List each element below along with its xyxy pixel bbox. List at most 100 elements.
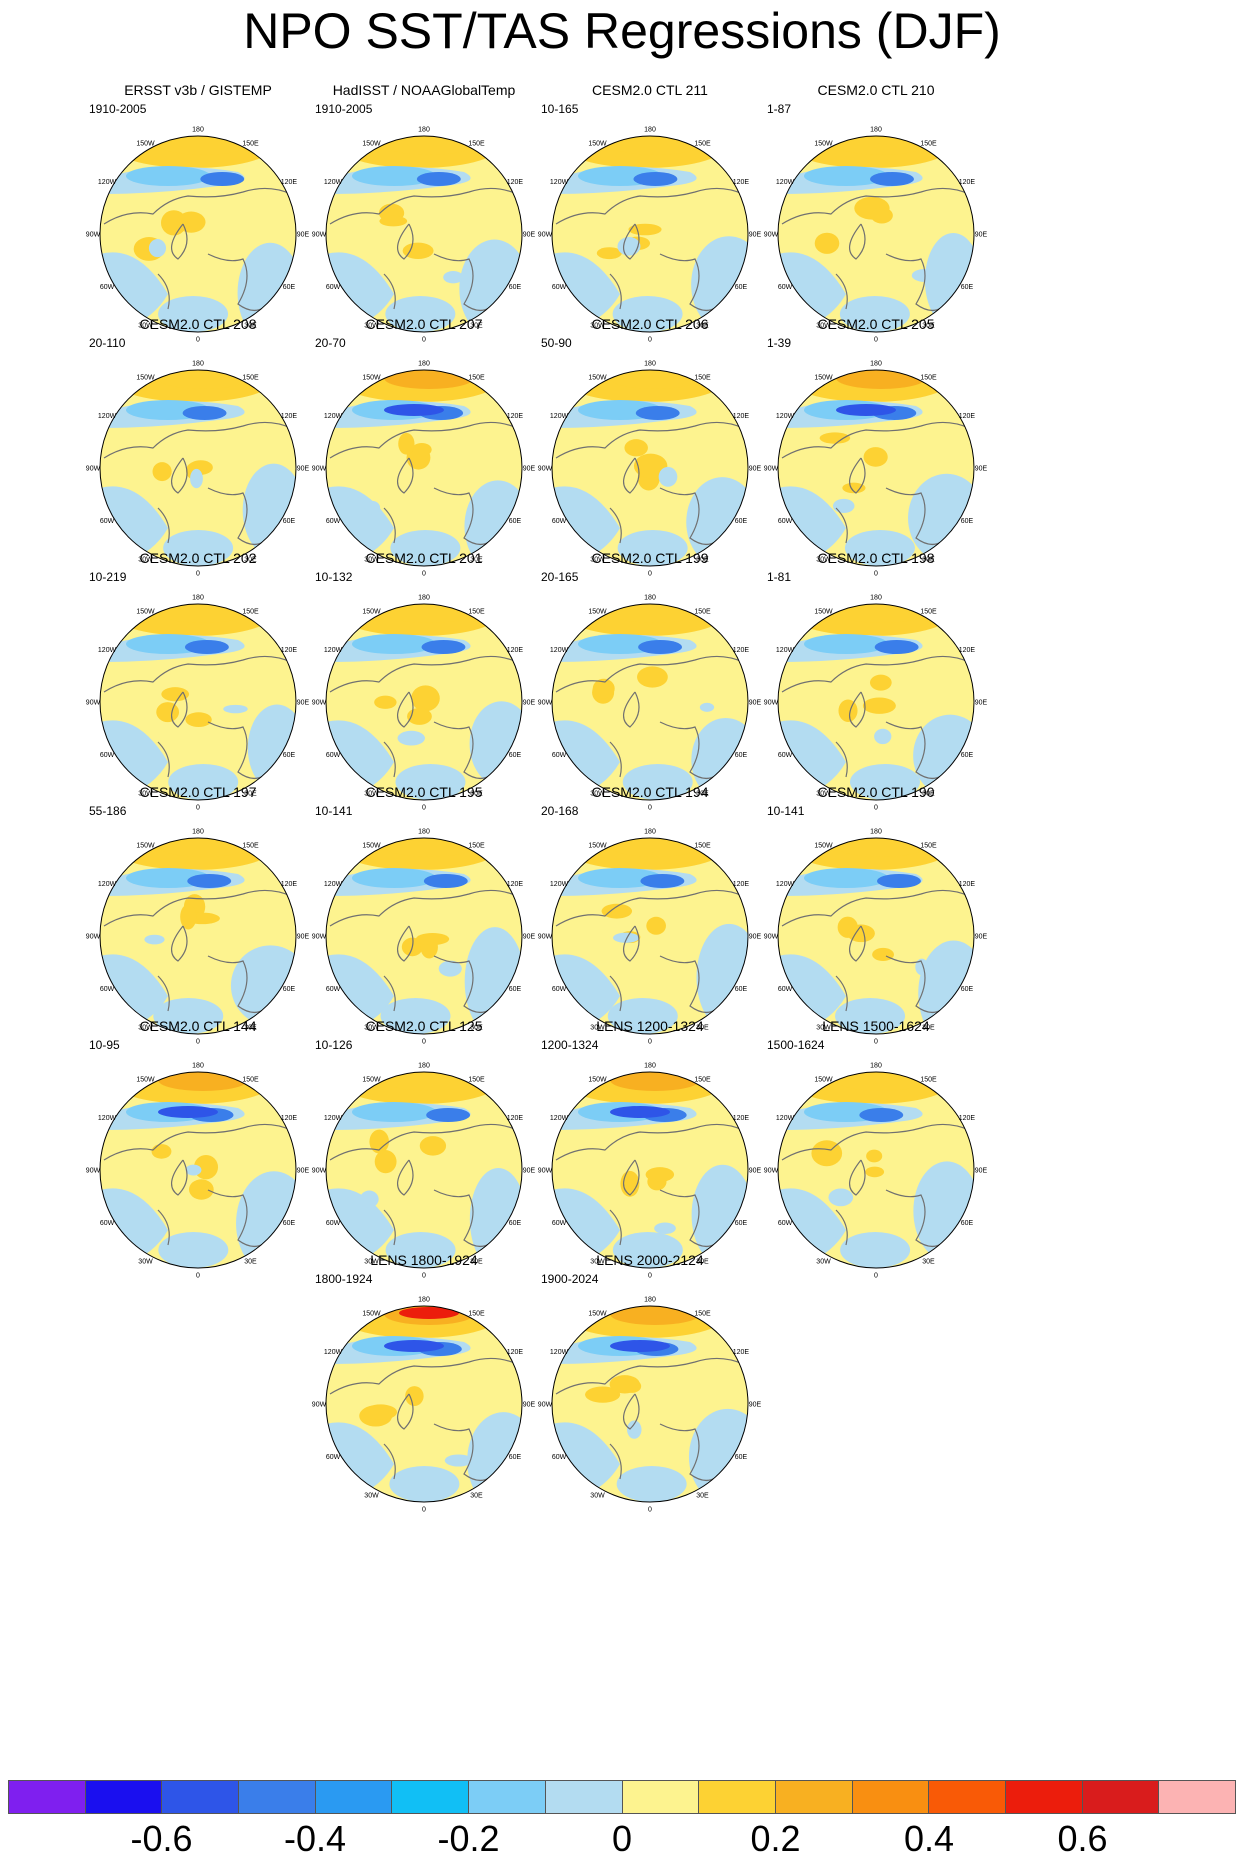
lon-label: 180	[870, 829, 882, 836]
lon-label: 30E	[244, 556, 257, 563]
lon-label: 60W	[552, 518, 567, 525]
map-field	[326, 838, 522, 1034]
lon-label: 30W	[364, 1258, 379, 1265]
panel-title: CESM2.0 CTL 199	[591, 550, 709, 566]
lon-label: 60E	[509, 284, 522, 291]
lon-label: 120W	[776, 413, 795, 420]
lon-label: 60W	[552, 1220, 567, 1227]
panel-title: CESM2.0 CTL 210	[817, 82, 935, 98]
lon-label: 60E	[509, 1454, 522, 1461]
panel-years: 10-141	[767, 804, 805, 818]
lon-label: 60E	[961, 986, 974, 993]
lon-label: 150E	[468, 1077, 485, 1084]
lon-label: 0	[648, 337, 652, 344]
lon-label: 120W	[550, 647, 569, 654]
lon-label: 150W	[588, 1311, 607, 1318]
lon-label: 90W	[86, 1168, 101, 1175]
lon-label: 150W	[136, 141, 155, 148]
lon-label: 120E	[959, 881, 976, 888]
panel-title: CESM2.0 CTL 206	[591, 316, 709, 332]
panel-title: LENS 2000-2124	[596, 1252, 704, 1268]
lon-label: 150E	[468, 609, 485, 616]
lon-label: 90W	[312, 232, 327, 239]
lon-label: 120E	[959, 179, 976, 186]
map-field	[778, 136, 974, 332]
lon-label: 30W	[590, 556, 605, 563]
polar-map: 180 150E 120E 90E 60E 30E 0 30W 60W 90W 120W 150W	[86, 595, 310, 812]
lon-label: 30E	[244, 790, 257, 797]
lon-label: 180	[192, 127, 204, 134]
lon-label: 90W	[312, 934, 327, 941]
lon-label: 120W	[324, 881, 343, 888]
panel-title: CESM2.0 CTL 198	[817, 550, 935, 566]
lon-label: 90E	[297, 700, 310, 707]
lon-label: 0	[648, 571, 652, 578]
lon-label: 30E	[470, 1024, 483, 1031]
lon-label: 60E	[283, 986, 296, 993]
lon-label: 60E	[283, 1220, 296, 1227]
lon-label: 150E	[242, 375, 259, 382]
map-field	[326, 1306, 522, 1502]
lon-label: 150W	[136, 1077, 155, 1084]
map-panel: LENS 2000-2124 1900-2024 180 150E 120E 90E 60E…	[515, 1252, 785, 1522]
polar-map: 180 150E 120E 90E 60E 30E 0 30W 60W 90W 120W 150W	[86, 829, 310, 1046]
colorbar-swatch	[239, 1781, 316, 1813]
lon-label: 90E	[523, 934, 536, 941]
lon-label: 180	[644, 829, 656, 836]
lon-label: 150W	[814, 141, 833, 148]
colorbar-label: -0.4	[283, 1818, 347, 1859]
lon-label: 0	[874, 1039, 878, 1046]
lon-label: 30W	[364, 556, 379, 563]
lon-label: 30W	[364, 1024, 379, 1031]
panel-years: 10-219	[89, 570, 127, 584]
lon-label: 120E	[733, 1349, 750, 1356]
lon-label: 180	[192, 595, 204, 602]
lon-label: 120E	[507, 413, 524, 420]
lon-label: 120W	[98, 1115, 117, 1122]
lon-label: 90E	[749, 934, 762, 941]
lon-label: 30E	[244, 1258, 257, 1265]
lon-label: 30E	[922, 556, 935, 563]
lon-label: 120W	[550, 179, 569, 186]
lon-label: 120E	[281, 647, 298, 654]
lon-label: 120W	[324, 413, 343, 420]
lon-label: 60E	[509, 1220, 522, 1227]
lon-label: 180	[644, 595, 656, 602]
lon-label: 90W	[764, 232, 779, 239]
lon-label: 0	[648, 1039, 652, 1046]
panel-title: HadISST / NOAAGlobalTemp	[332, 82, 516, 98]
lon-label: 150W	[588, 609, 607, 616]
lon-label: 120E	[959, 1115, 976, 1122]
lon-label: 150W	[814, 609, 833, 616]
lon-label: 150E	[242, 609, 259, 616]
panel-years: 1910-2005	[89, 102, 147, 116]
lon-label: 0	[422, 1507, 426, 1514]
lon-label: 90E	[297, 1168, 310, 1175]
colorbar-swatch	[852, 1781, 930, 1813]
polar-map: 180 150E 120E 90E 60E 30E 0 30W 60W 90W 120W 150W	[764, 1063, 988, 1280]
lon-label: 30W	[816, 322, 831, 329]
lon-label: 30E	[470, 1492, 483, 1499]
map-panel: CESM2.0 CTL 194 20-168 180 150E 120E 90E 60E 30…	[515, 784, 785, 1054]
lon-label: 120E	[733, 413, 750, 420]
lon-label: 120W	[550, 1349, 569, 1356]
lon-label: 90E	[975, 934, 988, 941]
lon-label: 90E	[975, 700, 988, 707]
panel-title: CESM2.0 CTL 125	[365, 1018, 483, 1034]
lon-label: 30E	[470, 322, 483, 329]
map-panel: CESM2.0 CTL 190 10-141 180 150E 120E 90E 60E 30…	[741, 784, 1011, 1054]
map-field	[326, 370, 522, 566]
lon-label: 90E	[523, 700, 536, 707]
panel-years: 10-165	[541, 102, 579, 116]
lon-label: 0	[648, 805, 652, 812]
lon-label: 0	[196, 1273, 200, 1280]
map-field	[552, 136, 748, 332]
lon-label: 60E	[283, 752, 296, 759]
lon-label: 180	[870, 1063, 882, 1070]
colorbar-swatch	[775, 1781, 853, 1813]
lon-label: 120E	[507, 881, 524, 888]
lon-label: 60W	[100, 284, 115, 291]
lon-label: 90E	[975, 466, 988, 473]
lon-label: 120E	[733, 179, 750, 186]
lon-label: 150W	[362, 141, 381, 148]
